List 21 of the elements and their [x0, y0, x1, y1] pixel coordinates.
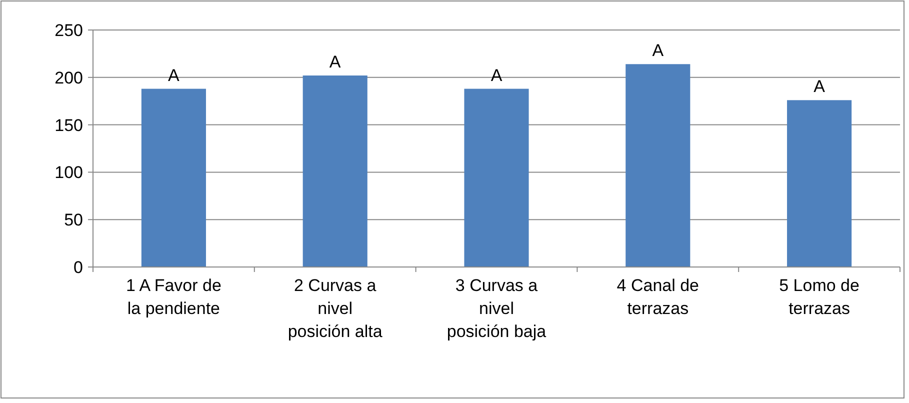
bar: [626, 64, 690, 267]
y-tick-label: 0: [74, 258, 83, 277]
y-tick-label: 250: [54, 20, 83, 40]
data-label: A: [490, 66, 503, 85]
y-tick-label: 50: [64, 210, 83, 230]
x-tick-label: 5 Lomo de terrazas: [779, 276, 860, 318]
y-tick-label: 200: [54, 68, 83, 88]
x-tick-label: 1 A Favor de la pendiente: [126, 276, 222, 318]
x-tick-label: 2 Curvas a nivel posición alta: [288, 276, 383, 341]
bar: [141, 88, 206, 267]
bar: [787, 100, 852, 267]
data-label: A: [652, 41, 664, 60]
x-tick-label: 3 Curvas a nivel posición baja: [446, 276, 547, 341]
bar: [464, 88, 529, 267]
data-label: A: [168, 66, 180, 85]
x-tick-label: 4 Canal de terrazas: [616, 276, 700, 318]
y-tick-label: 100: [54, 163, 83, 182]
data-label: A: [814, 77, 826, 96]
y-tick-label: 150: [54, 116, 83, 135]
data-label: A: [329, 52, 342, 72]
bar: [302, 76, 368, 267]
